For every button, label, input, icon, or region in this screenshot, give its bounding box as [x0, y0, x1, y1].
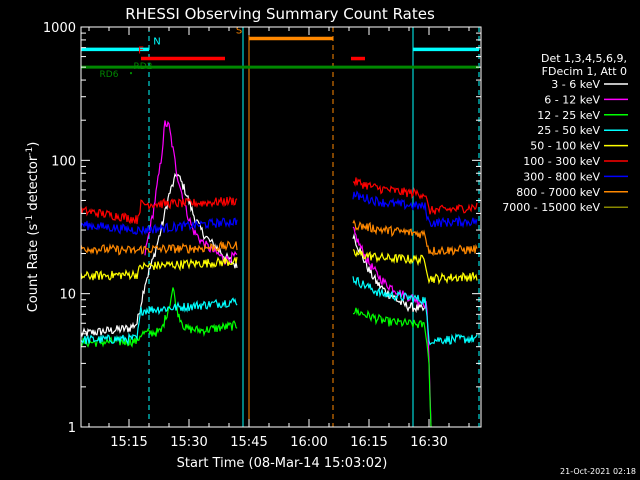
y-tick-label-0: 1 — [68, 421, 76, 436]
flag-label-f: F — [138, 46, 144, 57]
y-axis-label: Count Rate (s-1 detector-1) — [25, 142, 41, 313]
series-line-2-part-1 — [144, 120, 238, 266]
flag-label-n: N — [153, 36, 160, 47]
x-tick-label-1: 15:30 — [170, 435, 207, 450]
x-tick-label-2: 15:45 — [230, 435, 267, 450]
y-tick-label-2: 100 — [51, 154, 76, 169]
series-line-4-part-2 — [352, 276, 478, 346]
legend-header-1: FDecim 1, Att 0 — [542, 65, 627, 78]
y-tick-label-3: 1000 — [43, 21, 76, 36]
series-line-7-part-2 — [352, 190, 478, 229]
flag-label-s: S — [236, 25, 242, 36]
series-line-5-part-1 — [80, 256, 238, 281]
series-line-6-part-1 — [80, 196, 238, 225]
legend-entry-9: 7000 - 15000 keV — [502, 201, 600, 214]
y-tick-label-1: 10 — [59, 288, 76, 303]
legend-entry-6: 100 - 300 keV — [523, 155, 600, 168]
timestamp-label: 21-Oct-2021 02:18 — [560, 467, 636, 476]
series-line-4-part-1 — [80, 297, 238, 346]
axes: 15:15 15:30 15:45 16:00 16:15 16:30 1 10 100 1000 — [43, 21, 481, 450]
series-line-1-part-2 — [352, 233, 426, 314]
x-tick-label-0: 15:15 — [110, 435, 147, 450]
series-line-8-part-1 — [80, 240, 238, 256]
legend: Det 1,3,4,5,6,9,FDecim 1, Att 03 - 6 keV… — [502, 52, 628, 214]
legend-entry-8: 800 - 7000 keV — [516, 186, 600, 199]
x-tick-label-5: 16:30 — [410, 435, 447, 450]
legend-entry-5: 50 - 100 keV — [530, 140, 600, 153]
legend-header-0: Det 1,3,4,5,6,9, — [541, 52, 627, 65]
chart-title: RHESSI Observing Summary Count Rates — [125, 5, 435, 23]
legend-entry-1: 3 - 6 keV — [551, 78, 600, 91]
legend-entry-2: 6 - 12 keV — [544, 93, 600, 106]
x-tick-label-3: 16:00 — [290, 435, 327, 450]
plot-area: NF S RD6 RD2 — [80, 25, 480, 428]
series-line-6-part-2 — [352, 177, 478, 215]
series-line-3-part-2 — [353, 307, 432, 427]
legend-entry-3: 12 - 25 keV — [537, 109, 600, 122]
plot-frame — [80, 26, 482, 428]
series-line-8-part-2 — [352, 219, 478, 257]
series-line-1-part-1 — [80, 172, 238, 338]
legend-entry-4: 25 - 50 keV — [537, 124, 600, 137]
flag-label-rd6: RD6 — [100, 70, 119, 80]
series-line-7-part-1 — [80, 217, 238, 236]
series-line-5-part-2 — [352, 249, 478, 285]
x-tick-label-4: 16:15 — [350, 435, 387, 450]
flag-label-rd2: RD2 — [134, 62, 153, 72]
x-axis-label: Start Time (08-Mar-14 15:03:02) — [177, 456, 388, 471]
series-line-2-part-2 — [352, 226, 432, 428]
flag-dot-rd6 — [130, 72, 132, 75]
legend-entry-7: 300 - 800 keV — [523, 170, 600, 183]
